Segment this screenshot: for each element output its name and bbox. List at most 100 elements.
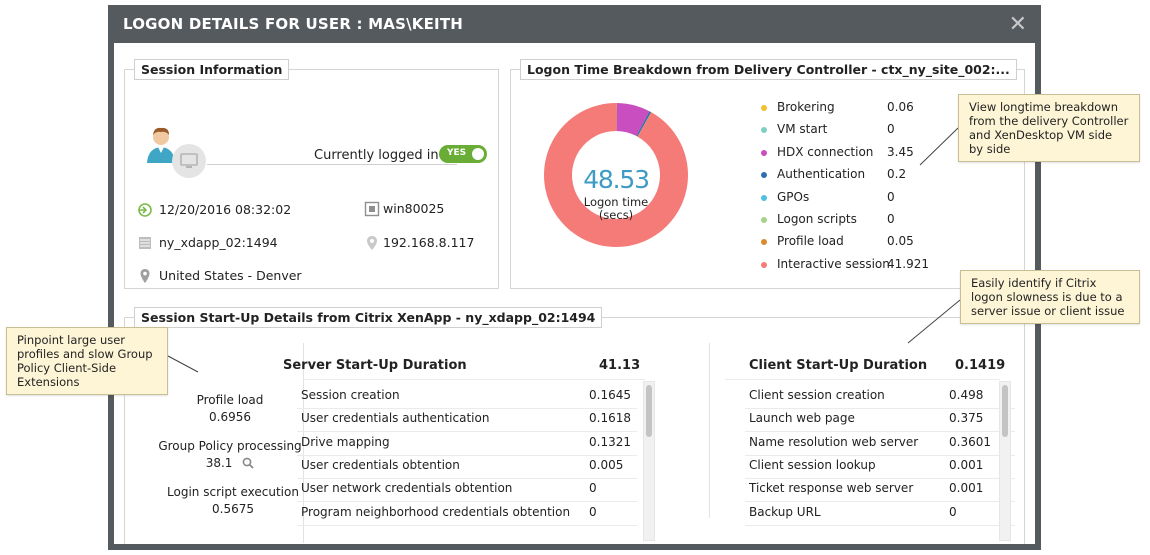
- logon-breakdown-panel: 48.53 Logon time (secs) Brokering 0.06 VM …: [510, 69, 1025, 289]
- legend-color-dot: [761, 239, 767, 246]
- server-scroll-thumb[interactable]: [646, 385, 652, 437]
- user-avatar-icon: [145, 127, 177, 163]
- server-row-value: 0: [589, 504, 597, 519]
- logon-time-unit: (secs): [598, 208, 634, 222]
- currently-logged-in-label: Currently logged in: [314, 148, 439, 163]
- donut-slice-profile-load[interactable]: [637, 112, 652, 137]
- client-row-value: 0.001: [949, 457, 984, 472]
- donut-slice-brokering[interactable]: [616, 103, 617, 132]
- server-row-divider: [297, 408, 637, 409]
- legend-color-dot: [761, 261, 767, 268]
- client-row-divider: [745, 454, 1015, 456]
- callout-profiles-tip: Pinpoint large user profiles and slow Gr…: [6, 327, 168, 395]
- client-row-divider: [745, 501, 1015, 503]
- client-row-name: Backup URL: [749, 504, 821, 519]
- server-icon: [139, 237, 151, 249]
- ip-location-icon: [367, 236, 377, 250]
- client-row-value: 0.498: [949, 388, 984, 402]
- client-scrollbar[interactable]: [999, 381, 1011, 541]
- client-row-name: Client session creation: [749, 388, 885, 402]
- ip-address-value: 192.168.8.117: [383, 235, 475, 250]
- logon-total-value: 48.53: [583, 165, 650, 194]
- legend-item-name: GPOs: [777, 189, 810, 204]
- client-scroll-thumb[interactable]: [1002, 385, 1008, 437]
- callout-breakdown-tip: View longtime breakdown from the deliver…: [958, 94, 1140, 162]
- logon-time-icon: [138, 203, 152, 217]
- server-row-name: User network credentials obtention: [301, 481, 513, 496]
- server-startup-total: 41.13: [599, 358, 641, 373]
- server-row-divider: [297, 477, 637, 479]
- legend-color-dot: [761, 127, 767, 134]
- client-row-name: Ticket response web server: [749, 481, 914, 496]
- donut-slice-authentication[interactable]: [636, 111, 652, 137]
- client-row-value: 0.3601: [949, 434, 991, 449]
- server-scrollbar[interactable]: [643, 381, 655, 541]
- startup-details-panel: Profile load 0.6956 Group Policy process…: [124, 317, 1025, 544]
- client-startup-title: Client Start-Up Duration: [749, 358, 928, 373]
- profile-load-value: 0.6956: [209, 410, 251, 424]
- startup-details-heading: Session Start-Up Details from Citrix Xen…: [134, 307, 603, 328]
- server-row-name: Program neighborhood credentials obtenti…: [301, 504, 571, 519]
- server-row-name: Session creation: [301, 388, 400, 402]
- donut-slice-hdx-connection[interactable]: [616, 103, 650, 137]
- logon-details-dialog: LOGON DETAILS FOR USER : MAS\KEITH ✕: [108, 5, 1041, 550]
- legend-item-value: 0: [887, 122, 895, 137]
- callout-slowness-tip: Easily identify if Citrix logon slowness…: [960, 270, 1140, 324]
- legend-item-value: 0.05: [887, 234, 914, 249]
- legend-color-dot: [761, 194, 767, 201]
- server-row-divider: [297, 524, 637, 526]
- toggle-label: YES: [447, 148, 467, 158]
- session-info-panel: Currently logged in YES 12/20/2016 08:32…: [124, 69, 499, 289]
- group-policy-metric: Group Policy processing 38.1: [149, 439, 311, 470]
- toggle-knob: [472, 148, 484, 160]
- client-row-divider: [745, 431, 1015, 433]
- profile-load-metric: Profile load 0.6956: [165, 393, 295, 424]
- logon-time-value: 12/20/2016 08:32:02: [159, 202, 292, 217]
- client-startup-total: 0.1419: [955, 358, 1006, 373]
- client-row-divider: [745, 477, 1015, 479]
- server-row-divider: [297, 454, 637, 456]
- legend-item-name: Authentication: [777, 167, 866, 182]
- legend-color-dot: [761, 105, 767, 111]
- legend-item-value: 0.06: [887, 100, 914, 114]
- legend-item-name: Brokering: [777, 100, 835, 114]
- server-header-line: [303, 379, 645, 380]
- login-script-metric: Login script execution 0.5675: [153, 485, 313, 516]
- group-policy-label: Group Policy processing: [158, 439, 302, 453]
- client-row-value: 0.375: [949, 411, 984, 426]
- server-row-value: 0.005: [589, 457, 624, 472]
- legend-item-value: 3.45: [887, 144, 914, 159]
- legend-color-dot: [761, 217, 767, 223]
- close-icon[interactable]: ✕: [1008, 12, 1027, 37]
- client-row-name: Launch web page: [749, 411, 855, 426]
- logon-breakdown-heading: Logon Time Breakdown from Delivery Contr…: [520, 59, 1017, 80]
- logged-in-toggle[interactable]: YES: [439, 145, 487, 163]
- legend-item-name: Profile load: [777, 234, 844, 249]
- server-row-divider: [297, 431, 637, 433]
- legend-item-value: 41.921: [887, 256, 929, 271]
- legend-item-name: VM start: [777, 122, 828, 137]
- machine-circle: [172, 144, 206, 178]
- left-divider: [303, 343, 304, 543]
- machine-icon: [364, 201, 380, 217]
- server-row-value: 0: [589, 481, 597, 496]
- dialog-body: Currently logged in YES 12/20/2016 08:32…: [114, 43, 1035, 544]
- login-divider: [207, 164, 457, 165]
- profile-load-label: Profile load: [196, 393, 264, 407]
- donut-slice-interactive-session[interactable]: [544, 103, 688, 248]
- client-row-name: Name resolution web server: [749, 434, 919, 449]
- server-value: ny_xdapp_02:1494: [159, 235, 278, 250]
- server-row-name: User credentials authentication: [301, 411, 490, 426]
- dialog-titlebar: LOGON DETAILS FOR USER : MAS\KEITH ✕: [108, 5, 1041, 43]
- server-row-value: 0.1618: [589, 411, 631, 426]
- client-row-divider: [745, 524, 1015, 526]
- location-pin-icon: [140, 269, 150, 283]
- server-row-name: User credentials obtention: [301, 457, 460, 472]
- server-row-value: 0.1321: [589, 434, 631, 449]
- magnifier-icon[interactable]: [242, 457, 254, 469]
- client-row-value: 0: [949, 504, 957, 519]
- client-row-name: Client session lookup: [749, 457, 876, 472]
- dialog-title: LOGON DETAILS FOR USER : MAS\KEITH: [123, 15, 464, 33]
- legend-item-value: 0: [887, 189, 895, 204]
